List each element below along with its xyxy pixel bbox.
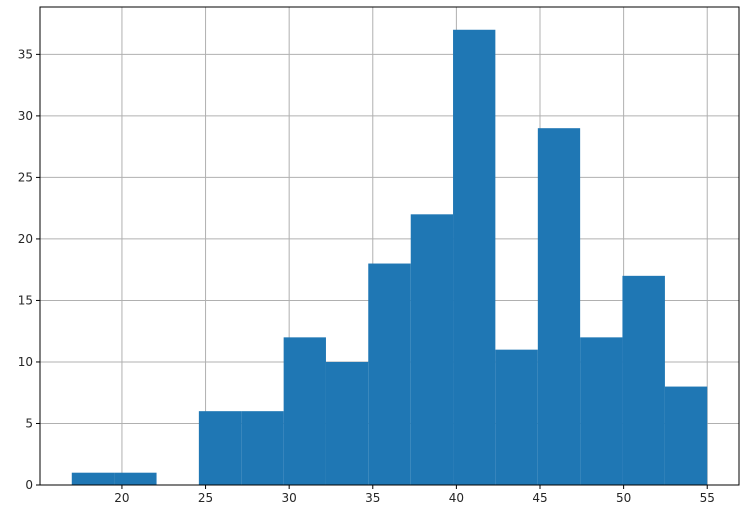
ticks: 20 25 30 35 40 45 50 55 0 5 10 15 20 25 30 35: [18, 47, 715, 505]
x-tick-label: 30: [282, 491, 297, 505]
axes: [39, 6, 740, 486]
histogram-bar: [71, 472, 115, 485]
x-tick-label: 55: [700, 491, 715, 505]
y-tick-label: 25: [18, 170, 33, 184]
histogram-bar: [410, 214, 454, 486]
histogram-bar: [664, 386, 708, 485]
x-tick-label: 25: [198, 491, 213, 505]
y-tick-label: 35: [18, 47, 33, 61]
bars: [71, 29, 708, 486]
axes-frame: [39, 6, 740, 486]
histogram-bar: [495, 349, 538, 485]
x-tick-label: 40: [449, 491, 464, 505]
x-tick-label: 20: [114, 491, 129, 505]
histogram-bar: [114, 472, 157, 485]
histogram-bar: [325, 361, 369, 485]
histogram-bar: [283, 337, 326, 485]
histogram-bar: [622, 275, 665, 485]
histogram-bar: [580, 337, 623, 485]
y-tick-label: 10: [18, 355, 33, 369]
x-tick-label: 50: [616, 491, 631, 505]
x-tick-label: 35: [365, 491, 380, 505]
y-tick-label: 5: [25, 416, 33, 430]
histogram-bar: [241, 411, 284, 485]
histogram-bar: [198, 411, 242, 485]
y-tick-label: 20: [18, 232, 33, 246]
y-tick-label: 0: [25, 478, 33, 492]
x-tick-label: 45: [532, 491, 547, 505]
histogram-bar: [368, 263, 411, 485]
histogram-bar: [537, 128, 581, 485]
histogram-bar: [453, 29, 496, 486]
y-tick-label: 15: [18, 293, 33, 307]
y-tick-label: 30: [18, 109, 33, 123]
